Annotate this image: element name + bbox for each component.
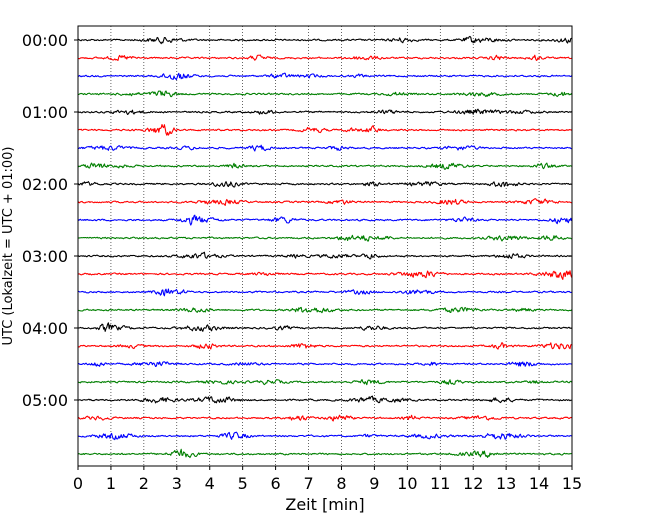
x-tick-label: 10 [397,474,417,493]
x-tick-label: 8 [336,474,346,493]
x-axis-label: Zeit [min] [285,495,364,514]
seismogram-trace [77,306,572,314]
seismogram-trace [77,414,572,422]
seismogram-trace [77,448,572,459]
seismogram-trace [77,162,572,170]
seismogram-trace [77,322,572,332]
x-tick-label: 5 [238,474,248,493]
seismogram-trace [77,198,572,206]
y-axis-ticks: 00:00 01:00 02:00 03:00 04:00 05:00 [22,31,78,410]
seismogram-trace [77,270,573,280]
seismogram-trace [77,361,572,368]
seismogram-trace [77,214,573,226]
x-tick-label: 1 [106,474,116,493]
x-tick-label: 2 [139,474,149,493]
plot-background [78,26,572,466]
seismogram-trace [77,234,572,242]
x-axis-ticks: 0 1 2 3 4 5 6 7 8 9 10 11 12 13 14 15 [73,466,582,493]
seismogram-trace [77,251,572,260]
plot-frame [77,25,573,467]
seismogram-trace [77,72,572,81]
seismogram-trace [77,288,572,297]
seismogram-trace [77,395,572,404]
seismogram-trace [77,90,573,98]
x-tick-label: 3 [172,474,182,493]
seismogram-trace [77,431,572,441]
y-tick-label: 01:00 [22,103,68,122]
x-tick-label: 14 [529,474,549,493]
y-tick-label: 05:00 [22,391,68,410]
seismogram-trace [77,54,572,61]
traces [77,35,573,459]
seismogram-trace [77,181,572,188]
x-tick-label: 6 [271,474,281,493]
seismogram-trace [77,342,572,350]
seismogram-trace [77,378,573,386]
grid [110,26,540,466]
x-tick-label: 13 [496,474,516,493]
seismogram-trace [77,123,572,136]
y-tick-label: 03:00 [22,247,68,266]
y-axis-label: UTC (Lokalzeit = UTC + 01:00) [1,147,16,346]
x-tick-label: 12 [463,474,483,493]
seismogram-trace [77,35,572,45]
x-tick-label: 15 [562,474,582,493]
y-tick-label: 02:00 [22,175,68,194]
y-tick-label: 00:00 [22,31,68,50]
x-tick-label: 4 [205,474,215,493]
x-tick-label: 7 [303,474,313,493]
x-tick-label: 11 [430,474,450,493]
seismogram-trace [77,108,572,115]
y-tick-label: 04:00 [22,319,68,338]
seismogram-trace [77,144,572,152]
x-tick-label: 9 [369,474,379,493]
x-tick-label: 0 [73,474,83,493]
